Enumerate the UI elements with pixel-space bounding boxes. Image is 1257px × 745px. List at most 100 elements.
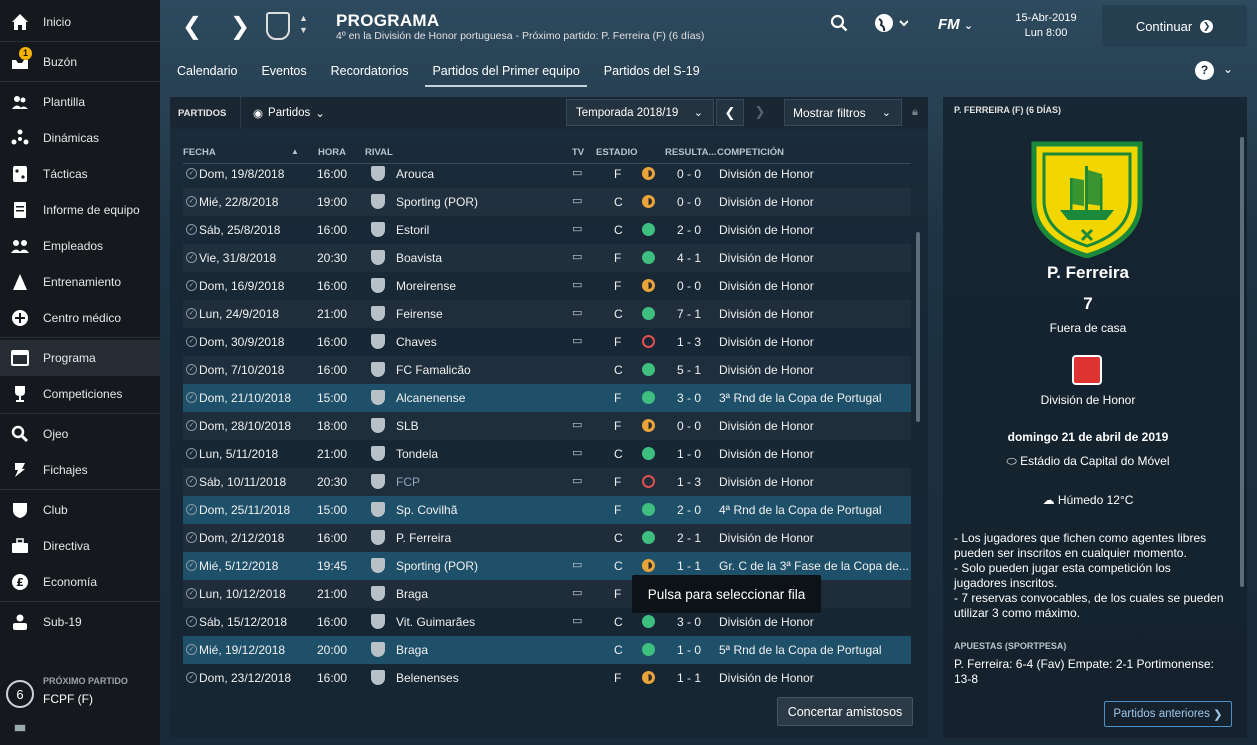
table-row[interactable]: ✓ Sáb, 15/12/2018 16:00 Vit. Guimarães ▭ C 3 -… [183,608,911,636]
table-row[interactable]: ✓ Sáb, 25/8/2018 16:00 Estoril ▭ C 2 - 0 Divisi… [183,216,911,244]
row-checkbox[interactable]: ✓ [186,672,197,683]
table-row[interactable]: ✓ Dom, 7/10/2018 16:00 FC Famalicão C 5 - 1 Di… [183,356,911,384]
rival-name[interactable]: Vit. Guimarães [396,615,476,629]
rival-name[interactable]: FC Famalicão [396,363,471,377]
competition-name[interactable]: División de Honor [719,335,814,349]
col-hora[interactable]: HORA [318,147,346,158]
row-checkbox[interactable]: ✓ [186,448,197,459]
sidebar-item-entrenamiento[interactable]: Entrenamiento [0,264,160,300]
competition-name[interactable]: División de Honor [719,447,814,461]
help-icon[interactable]: ? [1195,61,1214,80]
col-tv[interactable]: TV [572,147,585,158]
table-row[interactable]: ✓ Lun, 5/11/2018 21:00 Tondela ▭ C 1 - 0 Divisi… [183,440,911,468]
row-checkbox[interactable]: ✓ [186,560,197,571]
search-icon[interactable] [830,14,848,37]
continue-button[interactable]: Continuar ❯ [1102,5,1247,47]
tab-sub19[interactable]: Partidos del S-19 [603,64,700,78]
sidebar-item-buzon[interactable]: 1 Buzón [0,44,160,80]
sidebar-item-plantilla[interactable]: Plantilla [0,84,160,120]
row-checkbox[interactable]: ✓ [186,196,197,207]
rival-name[interactable]: P. Ferreira [396,531,452,545]
previous-matches-button[interactable]: Partidos anteriores ❯ [1104,701,1232,727]
table-row[interactable]: ✓ Dom, 30/9/2018 16:00 Chaves ▭ F 1 - 3 Divisió… [183,328,911,356]
sidebar-item-economia[interactable]: £ Economía [0,564,160,600]
scrollbar[interactable] [1240,137,1244,587]
competition-name[interactable]: División de Honor [719,307,814,321]
season-dropdown[interactable]: Temporada 2018/19 ⌄ [566,99,714,126]
rival-name[interactable]: Sporting (POR) [396,559,479,573]
row-checkbox[interactable]: ✓ [186,280,197,291]
sidebar-item-informe[interactable]: Informe de equipo [0,192,160,228]
competition-name[interactable]: División de Honor [719,615,814,629]
next-season-button[interactable]: ❯ [754,104,766,119]
tab-calendario[interactable]: Calendario [177,64,238,78]
row-checkbox[interactable]: ✓ [186,224,197,235]
rival-name[interactable]: SLB [396,419,419,433]
rival-name[interactable]: FCP [396,475,420,489]
row-checkbox[interactable]: ✓ [186,364,197,375]
rival-name[interactable]: Sporting (POR) [396,195,479,209]
rival-name[interactable]: Tondela [396,447,439,461]
competition-name[interactable]: 5ª Rnd de la Copa de Portugal [719,643,882,657]
table-row[interactable]: ✓ Mié, 19/12/2018 20:00 Braga C 1 - 0 5ª Rnd d… [183,636,911,664]
rival-name[interactable]: Moreirense [396,279,457,293]
tab-recordatorios[interactable]: Recordatorios [330,64,409,78]
competition-name[interactable]: 3ª Rnd de la Copa de Portugal [719,391,882,405]
arrange-friendlies-button[interactable]: Concertar amistosos [777,697,913,726]
competition-name[interactable]: División de Honor [719,475,814,489]
table-row[interactable]: ✓ Lun, 24/9/2018 21:00 Feirense ▭ C 7 - 1 Divis… [183,300,911,328]
stadium[interactable]: ⬭ Estádio da Capital do Móvel [943,454,1233,469]
row-checkbox[interactable]: ✓ [186,476,197,487]
row-checkbox[interactable]: ✓ [186,252,197,263]
table-row[interactable]: ✓ Mié, 22/8/2018 19:00 Sporting (POR) ▭ C 0 - … [183,188,911,216]
filters-dropdown[interactable]: Mostrar filtros ⌄ [784,99,902,126]
sidebar-item-club[interactable]: Club [0,492,160,528]
row-checkbox[interactable]: ✓ [186,644,197,655]
competition-name[interactable]: Gr. C de la 3ª Fase de la Copa de... [719,559,909,573]
competition-logo-icon[interactable] [1072,355,1102,385]
table-row[interactable]: ✓ Dom, 21/10/2018 15:00 Alcanenense F 3 - 0 3ª… [183,384,911,412]
row-checkbox[interactable]: ✓ [186,336,197,347]
globe-icon[interactable] [874,13,909,39]
tab-eventos[interactable]: Eventos [261,64,307,78]
sidebar-item-ojeo[interactable]: Ojeo [0,416,160,452]
scrollbar[interactable] [916,232,920,422]
table-row[interactable]: ✓ Dom, 2/12/2018 16:00 P. Ferreira C 2 - 1 Div… [183,524,911,552]
rival-name[interactable]: Braga [396,643,429,657]
sidebar-item-sub19[interactable]: Sub-19 [0,604,160,640]
col-resultado[interactable]: RESULTA... [665,147,717,158]
competition-name[interactable]: División de Honor [1040,393,1136,407]
table-row[interactable]: ✓ Dom, 23/12/2018 16:00 Belenenses F 1 - 1 Div… [183,664,911,690]
table-row[interactable]: ✓ Vie, 31/8/2018 20:30 Boavista ▭ F 4 - 1 Divis… [183,244,911,272]
sidebar-item-fichajes[interactable]: Fichajes [0,452,160,488]
table-row[interactable]: ✓ Dom, 19/8/2018 16:00 Arouca ▭ F 0 - 0 Divisió… [183,160,911,188]
club-switch-icon[interactable]: ▲ ▼ [299,13,308,35]
rival-name[interactable]: Estoril [396,223,430,237]
col-estadio[interactable]: ESTADIO [596,147,638,158]
rival-name[interactable]: Braga [396,587,429,601]
back-arrow-icon[interactable]: ❮ [182,13,203,40]
row-checkbox[interactable]: ✓ [186,616,197,627]
sidebar-item-directiva[interactable]: Directiva [0,528,160,564]
row-checkbox[interactable]: ✓ [186,420,197,431]
sidebar-item-programa[interactable]: Programa [0,340,160,376]
col-fecha[interactable]: FECHA [183,147,216,158]
row-checkbox[interactable]: ✓ [186,168,197,179]
table-row[interactable]: ✓ Mié, 5/12/2018 19:45 Sporting (POR) ▭ C 1 - … [183,552,911,580]
competition-name[interactable]: 4ª Rnd de la Copa de Portugal [719,503,882,517]
rival-name[interactable]: Alcanenense [396,391,466,405]
competition-name[interactable]: División de Honor [719,419,814,433]
row-checkbox[interactable]: ✓ [186,532,197,543]
fm-menu-button[interactable]: FM ⌄ [938,16,973,33]
row-checkbox[interactable]: ✓ [186,392,197,403]
competition-name[interactable]: División de Honor [719,531,814,545]
table-row[interactable]: ✓ Dom, 25/11/2018 15:00 Sp. Covilhã F 2 - 0 4ª… [183,496,911,524]
table-row[interactable]: ✓ Lun, 10/12/2018 21:00 Braga ▭ F [183,580,911,608]
rival-name[interactable]: Sp. Covilhã [396,503,458,517]
col-competicion[interactable]: COMPETICIÓN [717,147,785,158]
sort-asc-icon[interactable]: ▲ [291,147,299,156]
competition-name[interactable]: División de Honor [719,363,814,377]
opponent-name[interactable]: P. Ferreira [1047,263,1129,282]
rival-name[interactable]: Belenenses [396,671,459,685]
row-checkbox[interactable]: ✓ [186,588,197,599]
